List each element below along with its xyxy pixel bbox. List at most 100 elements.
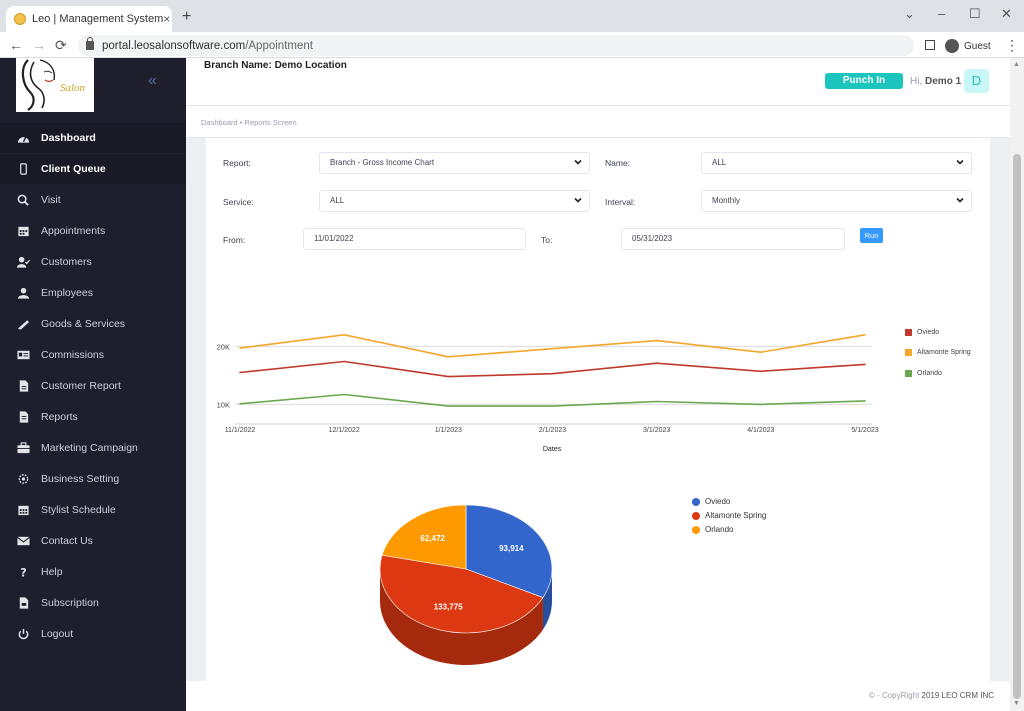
vertical-scrollbar[interactable]: ▲ ▼ xyxy=(1010,58,1024,711)
sidebar: Salon « Dashboard Client Queue Visit Appoin… xyxy=(0,58,186,711)
sidebar-item-label: Help xyxy=(41,566,63,578)
id-card-icon xyxy=(17,349,30,361)
legend-dot xyxy=(692,511,700,520)
service-select[interactable]: ALL xyxy=(319,190,590,212)
back-icon[interactable]: ← xyxy=(9,37,23,53)
sidebar-item-business-setting[interactable]: Business Setting xyxy=(0,464,186,494)
sidebar-item-customer-report[interactable]: Customer Report xyxy=(0,371,186,401)
sidebar-item-reports[interactable]: Reports xyxy=(0,402,186,432)
tab-close-icon[interactable]: × xyxy=(163,12,171,26)
tablet-icon xyxy=(17,163,30,175)
legend-swatch xyxy=(905,349,912,356)
user-tie-icon xyxy=(17,287,30,299)
interval-select-value: Monthly xyxy=(712,196,741,205)
pie-legend-item[interactable]: Altamonte Spring xyxy=(692,511,766,520)
sidebar-item-label: Customers xyxy=(41,256,92,268)
lock-icon xyxy=(86,37,94,50)
close-window-icon[interactable]: ✕ xyxy=(1001,6,1012,21)
greeting-text: Hi, xyxy=(910,76,923,87)
question-icon: ? xyxy=(17,566,30,578)
url-field[interactable]: portal.leosalonsoftware.com/Appointment xyxy=(78,35,914,56)
sidebar-item-goods-services[interactable]: Goods & Services xyxy=(0,309,186,339)
reload-icon[interactable]: ⟳ xyxy=(55,37,67,53)
user-avatar[interactable]: D xyxy=(964,69,989,93)
browser-menu-icon[interactable]: ⋮ xyxy=(1005,37,1019,53)
interval-label: Interval: xyxy=(605,197,636,207)
sidebar-item-visit[interactable]: Visit xyxy=(0,185,186,215)
gear-icon xyxy=(17,473,30,485)
sidebar-item-logout[interactable]: Logout xyxy=(0,619,186,649)
to-date-input[interactable]: 05/31/2023 xyxy=(621,228,845,250)
report-select[interactable]: Branch - Gross Income Chart xyxy=(319,152,590,174)
sidebar-item-label: Logout xyxy=(41,628,74,640)
top-header: Branch Name: Demo Location Punch In Hi, … xyxy=(186,58,1010,106)
sidebar-item-label: Contact Us xyxy=(41,535,93,547)
sidebar-item-marketing-campaign[interactable]: Marketing Campaign xyxy=(0,433,186,463)
salon-logo[interactable]: Salon xyxy=(16,58,94,112)
browser-tab[interactable]: Leo | Management System × xyxy=(6,6,172,32)
copyright: © - CopyRight 2019 LEO CRM INC xyxy=(869,691,994,700)
copyright-prefix: © - CopyRight xyxy=(868,691,920,700)
sidebar-item-dashboard[interactable]: Dashboard xyxy=(0,123,186,153)
to-label: To: xyxy=(541,235,553,245)
browser-tab-bar: Leo | Management System × + ⌄ – ☐ ✕ xyxy=(0,0,1024,32)
file-invoice-icon xyxy=(17,597,30,609)
breadcrumb-separator: • xyxy=(239,118,243,127)
pie-legend-item[interactable]: Oviedo xyxy=(692,497,730,506)
side-panel-icon[interactable] xyxy=(925,40,935,50)
from-date-input[interactable]: 11/01/2022 xyxy=(303,228,526,250)
sidebar-item-label: Appointments xyxy=(41,225,106,237)
from-label: From: xyxy=(223,235,246,245)
sidebar-item-customers[interactable]: Customers xyxy=(0,247,186,277)
run-button[interactable]: Run xyxy=(860,228,883,243)
sidebar-item-label: Stylist Schedule xyxy=(41,504,116,516)
sidebar-item-client-queue[interactable]: Client Queue xyxy=(0,154,186,184)
breadcrumb: Dashboard • Reports Screen xyxy=(201,118,297,127)
punch-in-button[interactable]: Punch In xyxy=(825,73,903,89)
pie-legend-label: Orlando xyxy=(705,525,734,534)
legend-swatch xyxy=(905,370,912,377)
scroll-down-icon[interactable]: ▼ xyxy=(1013,700,1020,707)
legend-item[interactable]: Oviedo xyxy=(905,329,939,336)
minimize-icon[interactable]: – xyxy=(938,6,946,21)
name-select[interactable]: ALL xyxy=(701,152,972,174)
report-card xyxy=(206,138,990,681)
chevron-down-icon xyxy=(574,159,582,165)
legend-item[interactable]: Altamonte Spring xyxy=(905,349,971,356)
copyright-text: 2019 LEO CRM INC xyxy=(921,691,994,700)
sidebar-item-commissions[interactable]: Commissions xyxy=(0,340,186,370)
tools-icon xyxy=(17,318,30,330)
sidebar-item-subscription[interactable]: Subscription xyxy=(0,588,186,618)
user-check-icon xyxy=(17,256,30,268)
sidebar-item-label: Marketing Campaign xyxy=(41,442,138,454)
report-select-value: Branch - Gross Income Chart xyxy=(330,158,435,167)
report-label: Report: xyxy=(223,158,251,168)
forward-icon[interactable]: → xyxy=(32,37,46,53)
scrollbar-thumb[interactable] xyxy=(1013,154,1021,699)
sidebar-item-appointments[interactable]: Appointments xyxy=(0,216,186,246)
sidebar-item-label: Customer Report xyxy=(41,380,121,392)
calendar-icon xyxy=(17,225,30,237)
collapse-sidebar-button[interactable]: « xyxy=(148,72,157,89)
file-alt-icon xyxy=(17,411,30,423)
profile-button[interactable]: Guest xyxy=(945,37,995,55)
sidebar-item-contact-us[interactable]: Contact Us xyxy=(0,526,186,556)
scroll-up-icon[interactable]: ▲ xyxy=(1013,61,1020,68)
sidebar-item-stylist-schedule[interactable]: Stylist Schedule xyxy=(0,495,186,525)
legend-item[interactable]: Orlando xyxy=(905,370,942,377)
sidebar-item-label: Client Queue xyxy=(41,163,106,175)
tab-search-icon[interactable]: ⌄ xyxy=(904,6,915,21)
breadcrumb-reports-screen[interactable]: Reports Screen xyxy=(244,118,297,127)
breadcrumb-dashboard[interactable]: Dashboard xyxy=(201,118,238,127)
maximize-icon[interactable]: ☐ xyxy=(969,6,981,21)
name-select-value: ALL xyxy=(712,158,727,167)
sidebar-item-help[interactable]: ? Help xyxy=(0,557,186,587)
sidebar-item-employees[interactable]: Employees xyxy=(0,278,186,308)
user-greeting[interactable]: Hi, Demo 1 xyxy=(910,76,961,87)
pie-legend-item[interactable]: Orlando xyxy=(692,525,733,534)
interval-select[interactable]: Monthly xyxy=(701,190,972,212)
sidebar-item-label: Reports xyxy=(41,411,78,423)
sidebar-item-label: Business Setting xyxy=(41,473,120,485)
new-tab-button[interactable]: + xyxy=(182,8,192,25)
sidebar-item-label: Visit xyxy=(41,194,61,206)
